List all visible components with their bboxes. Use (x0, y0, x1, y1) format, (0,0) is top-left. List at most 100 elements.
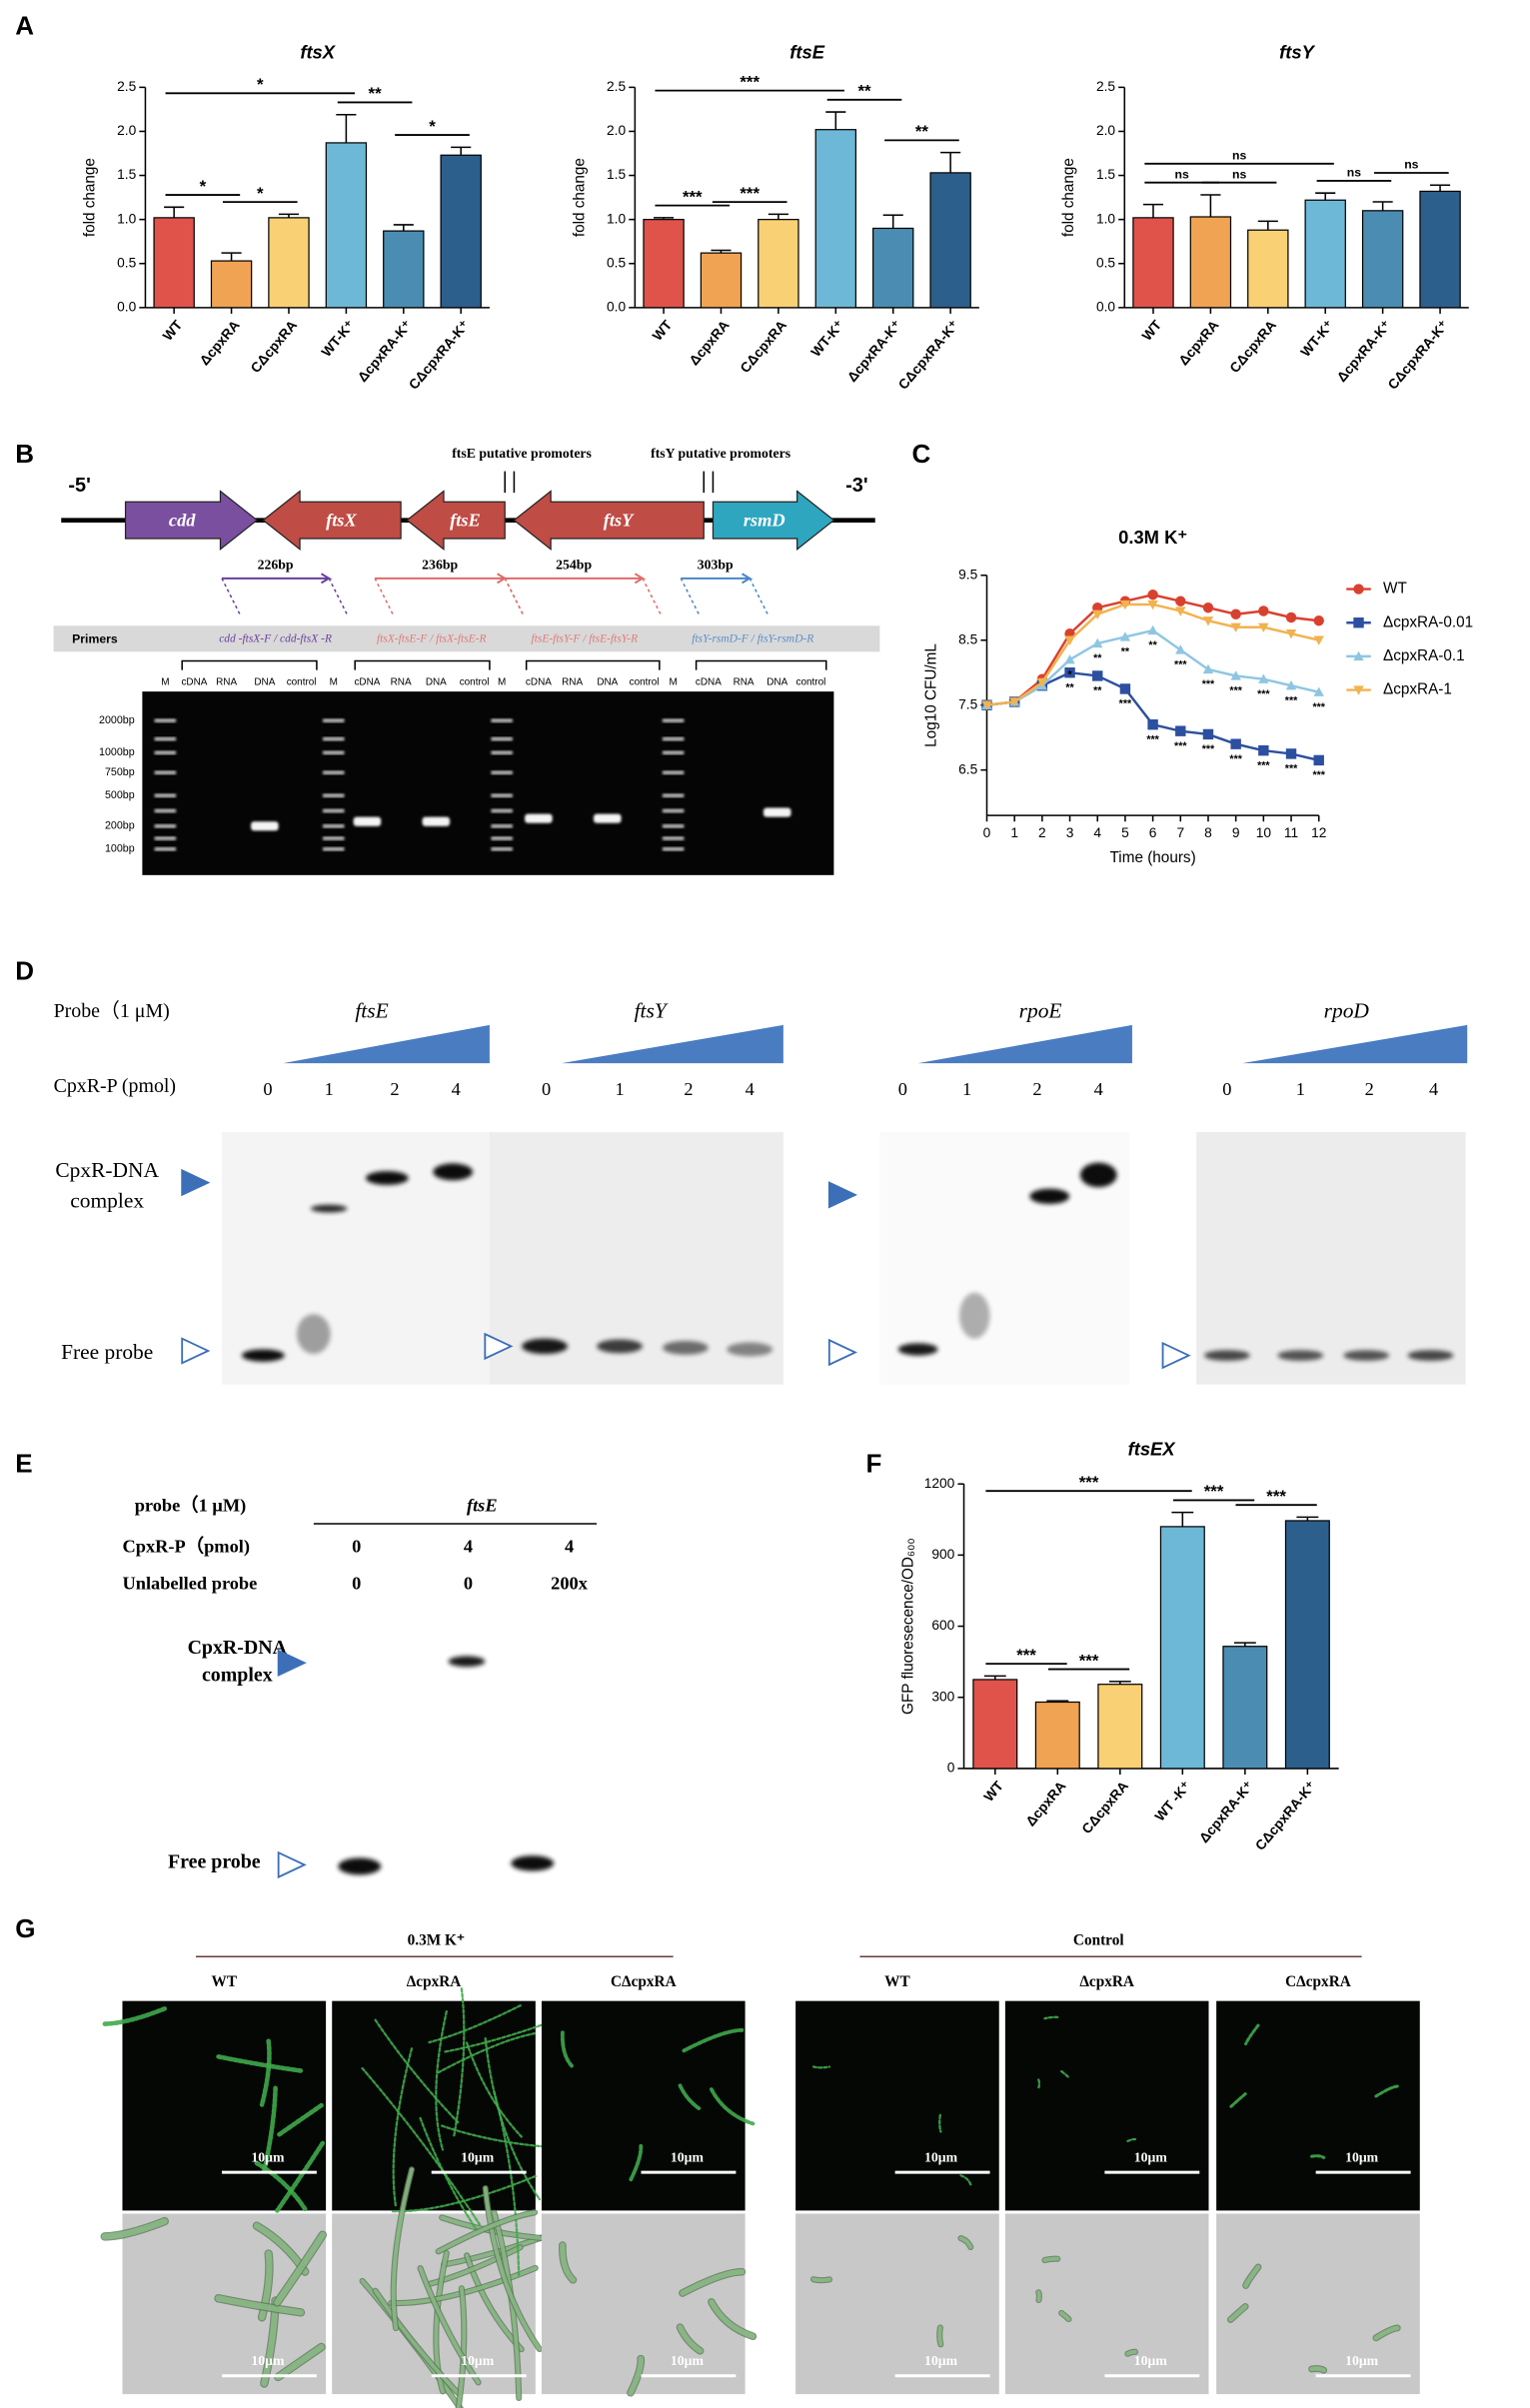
cell (1228, 2304, 1248, 2322)
point (1258, 744, 1269, 756)
bar (153, 217, 195, 309)
lane-label: RNA (391, 677, 412, 688)
scale-bar-label: 10μm (1345, 2353, 1379, 2368)
cell (1244, 2023, 1260, 2046)
row-label: Unlabelled probe (122, 1573, 257, 1593)
primer-name: cdd -ftsX-F / cdd-ftsX -R (219, 633, 332, 645)
y-tick-label: 0.0 (1096, 299, 1115, 314)
gel-band (154, 846, 177, 851)
error-bar (767, 213, 788, 220)
scale-bar-label: 10μm (251, 2353, 285, 2368)
cell (811, 2277, 831, 2283)
y-tick-label: 9.5 (958, 567, 977, 582)
primer-bar (53, 625, 880, 652)
lane-label: RNA (216, 677, 237, 688)
point (1230, 622, 1241, 632)
error-bar (1257, 220, 1278, 231)
fluorescence-image (122, 2000, 327, 2211)
free-marker (827, 1338, 857, 1367)
bar (1034, 1701, 1080, 1770)
gel-band (491, 736, 513, 741)
amplicon-label: 236bp (422, 558, 458, 573)
gene-label: ftsY (604, 510, 635, 530)
lane-label: cDNA (181, 677, 207, 688)
probe-name: ftsE (355, 999, 388, 1023)
sig-label: * (429, 117, 436, 136)
error-bar (1372, 201, 1393, 211)
cell (453, 1987, 466, 2137)
error-bar (1200, 194, 1221, 218)
cell (1042, 2256, 1060, 2262)
point (1147, 624, 1158, 635)
cell (1310, 2154, 1326, 2159)
sig-label: *** (740, 72, 760, 91)
cell (1060, 2069, 1070, 2079)
promoter-mark (703, 471, 715, 494)
sig-label: *** (683, 187, 703, 206)
gel-band (1343, 1350, 1390, 1361)
cell (937, 2325, 943, 2347)
cell (629, 2143, 644, 2182)
cell (678, 2083, 703, 2111)
legend-label: ΔcpxRA-0.1 (1383, 647, 1465, 664)
point-label: *** (1312, 701, 1325, 713)
gel-band (365, 1171, 409, 1185)
lane-label: RNA (734, 677, 755, 688)
complex-label: complex (202, 1665, 273, 1687)
x-tick-label: WT (1139, 317, 1165, 343)
bar (972, 1679, 1018, 1770)
amplicon-label: 254bp (556, 558, 592, 573)
point-label: *** (1257, 759, 1270, 771)
cell (102, 2006, 168, 2026)
error-bar (1171, 1511, 1194, 1527)
lane-label: DNA (426, 677, 447, 688)
point-label: *** (1174, 740, 1187, 752)
x-tick-label: ΔcpxRA (687, 318, 733, 369)
promoter-label: ftsY putative promoters (651, 446, 791, 461)
cell (1309, 2366, 1326, 2373)
cell (389, 2266, 538, 2305)
bar (1132, 217, 1174, 309)
dose-label: 4 (746, 1079, 755, 1099)
cell (101, 2218, 168, 2240)
amplicon-label: 226bp (258, 558, 294, 573)
dose-label: 0 (898, 1079, 907, 1099)
cell (484, 2036, 542, 2201)
scale-bar-label: 10μm (671, 2353, 705, 2368)
y-tick-label: 600 (931, 1618, 954, 1633)
gene-label: ftsE (450, 510, 481, 530)
sig-label: ns (1232, 148, 1246, 162)
gel-band (323, 824, 345, 828)
lane-label: M (330, 677, 338, 688)
point (1092, 637, 1103, 648)
condition-label: Control (1073, 1931, 1124, 1948)
gel-band (662, 1341, 709, 1355)
cell (259, 2038, 272, 2107)
fluorescence-image (1216, 2000, 1420, 2211)
cell (811, 2065, 831, 2069)
gel-band (525, 813, 553, 823)
scale-bar-label: 10μm (1134, 2150, 1168, 2165)
point (981, 700, 992, 710)
sig-label: *** (1079, 1473, 1099, 1492)
y-tick-label: 900 (931, 1547, 954, 1562)
gel-band (662, 808, 685, 813)
point-label: *** (1285, 694, 1298, 706)
probe-name: rpoD (1324, 999, 1370, 1023)
gel-band (154, 824, 177, 828)
cell (215, 2295, 305, 2316)
cell (958, 2236, 973, 2249)
cell (1037, 2078, 1041, 2089)
bar (268, 217, 310, 309)
dose-label: 1 (325, 1079, 334, 1099)
point (1285, 611, 1297, 623)
ladder-label: 2000bp (99, 714, 135, 726)
x-tick-label: CΔcpxRA-K⁺ (406, 318, 472, 393)
primer-arrow (374, 578, 525, 615)
row-label: probe（1 μM) (135, 1495, 247, 1516)
gel-band (323, 718, 345, 723)
gel-band (323, 836, 345, 840)
row-label: Probe（1 μM) (54, 1000, 170, 1022)
y-tick-label: 1.0 (117, 211, 136, 226)
